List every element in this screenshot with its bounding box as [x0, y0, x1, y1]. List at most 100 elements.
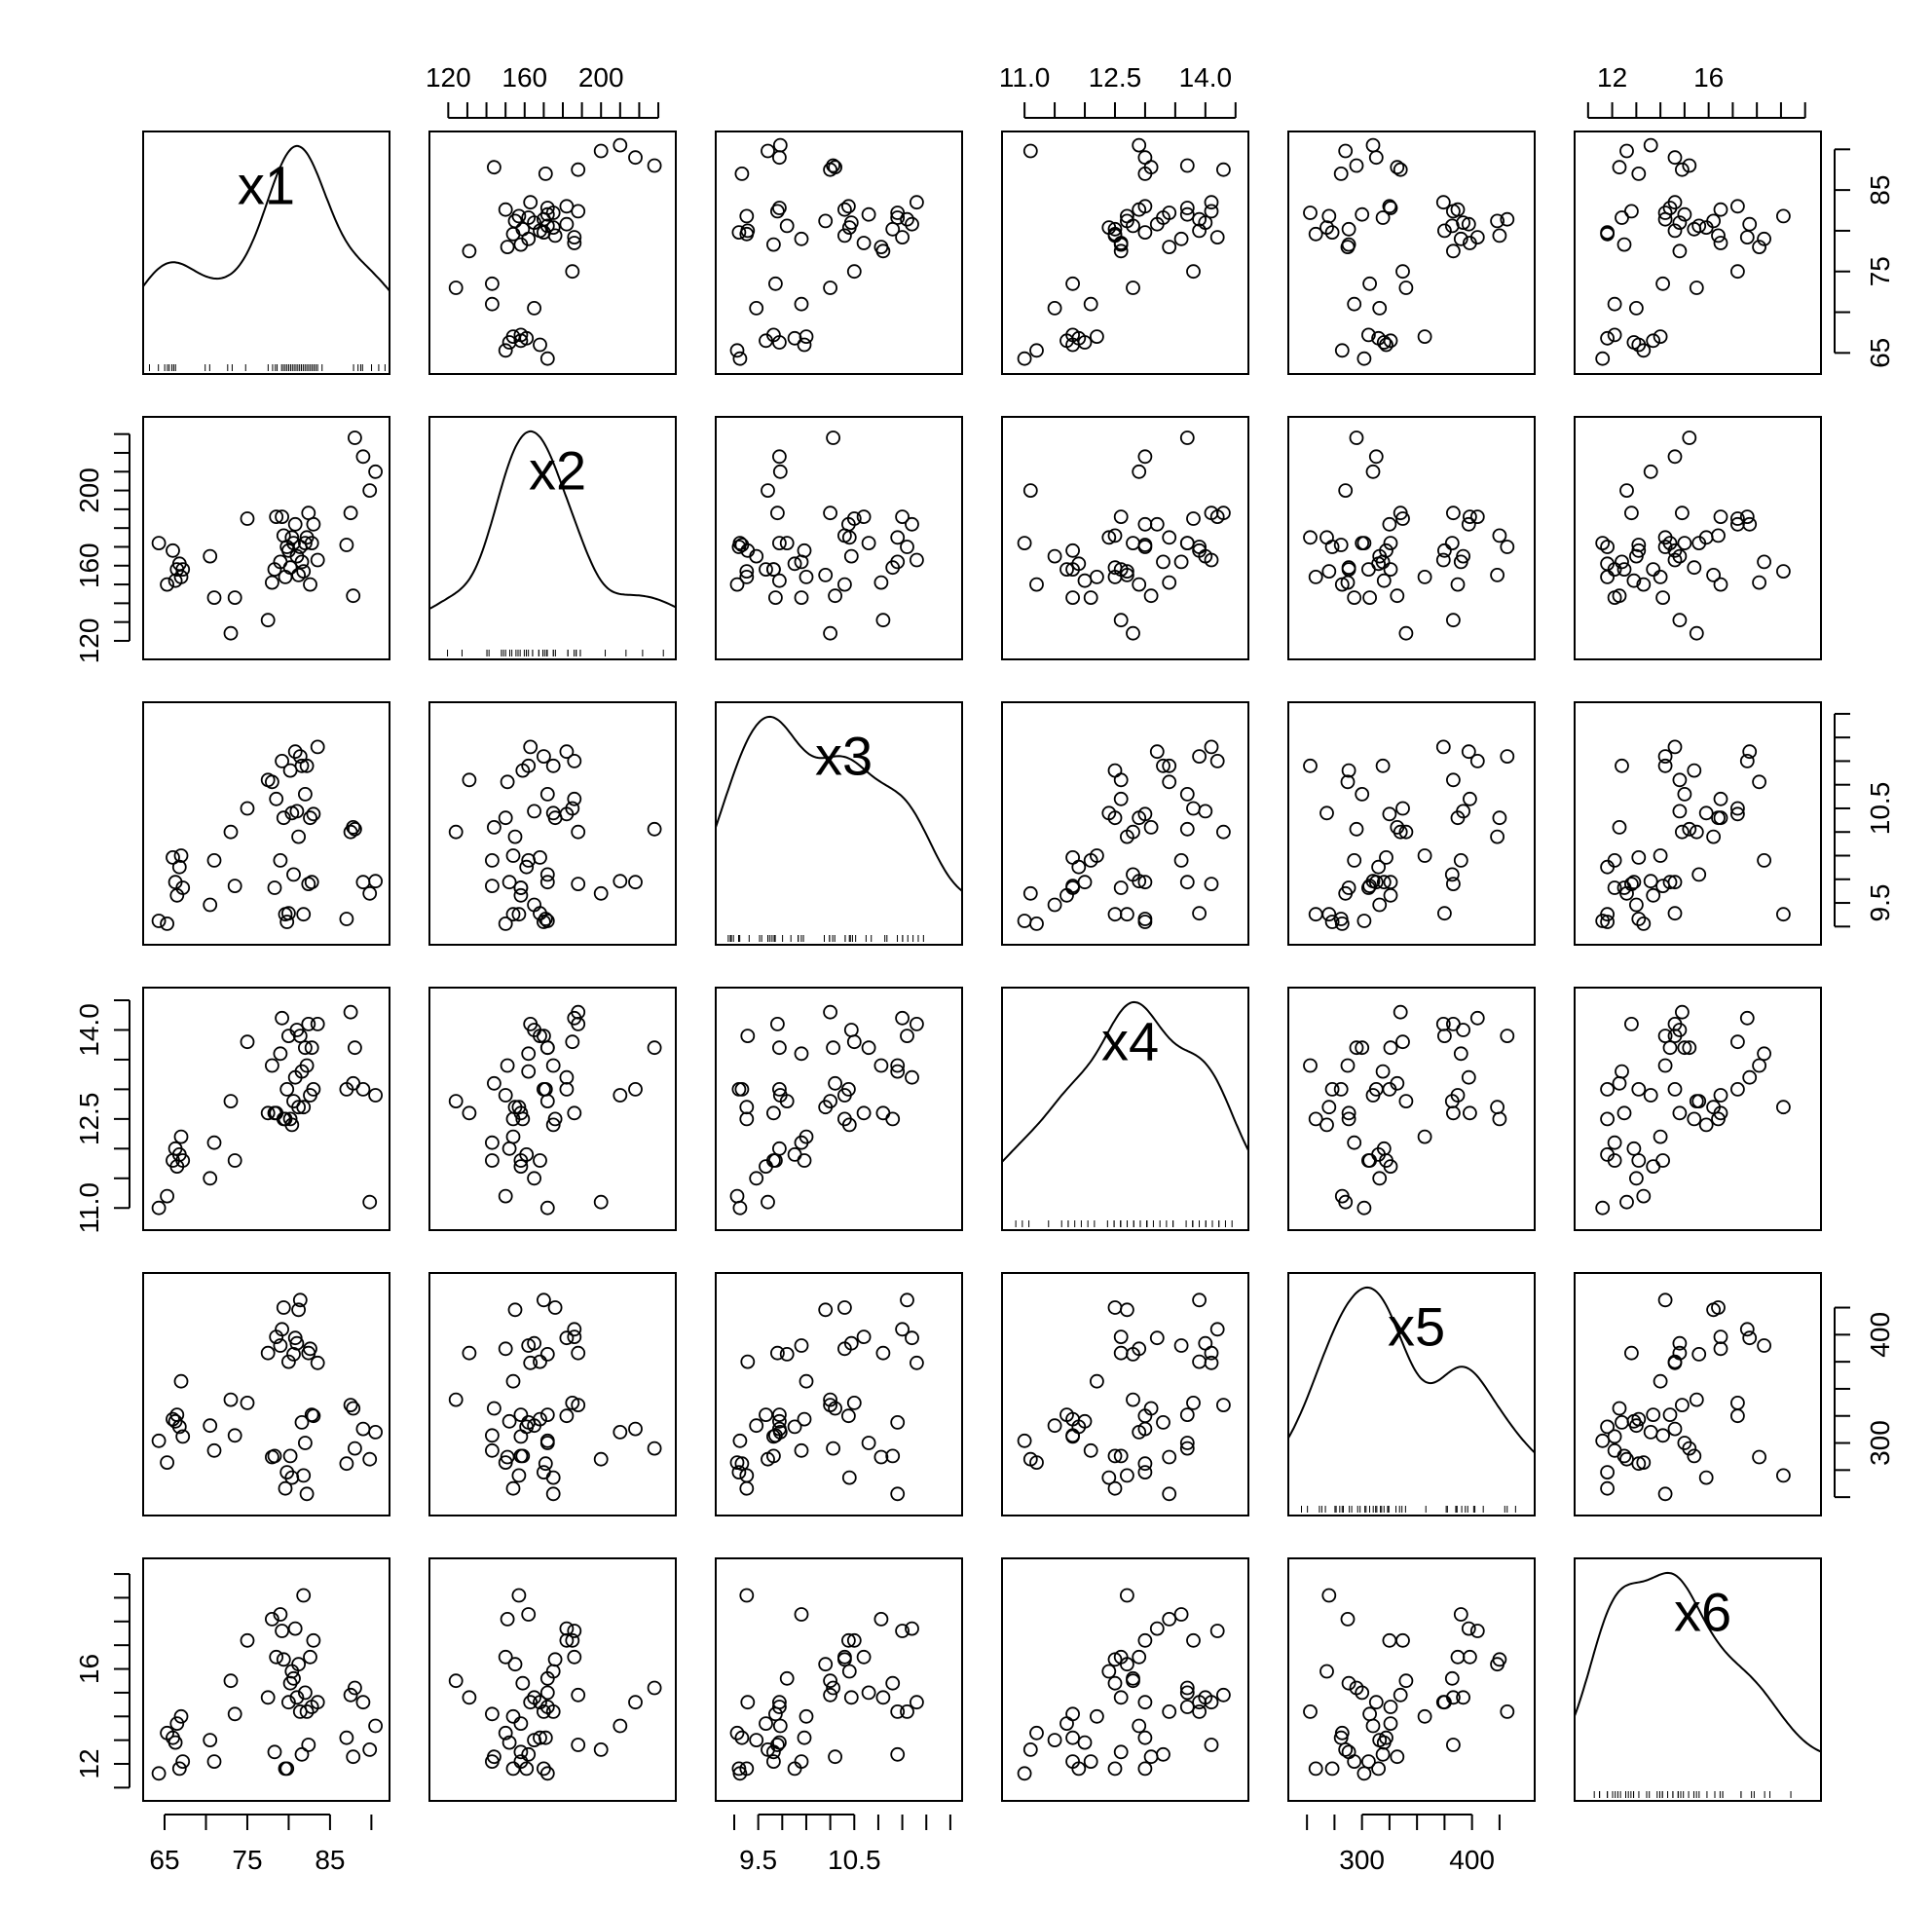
point: [1137, 1465, 1153, 1479]
point: [1739, 1322, 1755, 1337]
point: [772, 1082, 787, 1097]
point: [1120, 1302, 1134, 1318]
point: [749, 1171, 764, 1186]
point: [292, 1292, 308, 1308]
point: [484, 853, 500, 868]
point: [537, 1292, 551, 1308]
point: [297, 1040, 313, 1056]
density-curve-x1: [142, 144, 390, 292]
point: [761, 143, 775, 159]
point: [890, 1064, 906, 1079]
point: [826, 1040, 840, 1056]
point: [539, 1200, 555, 1216]
point: [299, 1058, 315, 1073]
panel-frame: [715, 416, 963, 660]
point: [203, 1418, 218, 1434]
point: [1742, 1069, 1758, 1085]
point: [1463, 1105, 1477, 1121]
point: [1612, 1401, 1627, 1416]
panel-x6-x6: x6: [1574, 1557, 1822, 1802]
point: [828, 1075, 842, 1091]
point: [1383, 536, 1398, 550]
point: [1132, 464, 1147, 479]
point: [1757, 1338, 1771, 1353]
point: [567, 1624, 582, 1638]
point: [1500, 749, 1515, 764]
point: [1382, 199, 1397, 214]
point: [339, 1730, 354, 1745]
point: [498, 202, 513, 217]
top-axis-x4: 11.0 12.5 14.0: [999, 62, 1237, 119]
point: [173, 1708, 189, 1724]
point: [567, 791, 582, 806]
point: [1113, 613, 1129, 628]
point: [1612, 160, 1627, 175]
point: [346, 1749, 361, 1765]
point: [175, 562, 191, 577]
point: [613, 874, 628, 889]
point: [1492, 228, 1507, 243]
panel-frame: [1287, 1272, 1536, 1516]
point: [1398, 1094, 1414, 1108]
point: [1383, 1040, 1398, 1056]
point: [282, 1448, 298, 1464]
point: [299, 758, 315, 773]
point: [1132, 1649, 1147, 1665]
point: [175, 880, 191, 895]
point: [1368, 449, 1384, 465]
point: [264, 774, 279, 790]
panel-frame: [142, 987, 390, 1231]
point: [772, 449, 787, 465]
point: [1173, 1338, 1189, 1353]
point: [1383, 875, 1398, 890]
panel-frame: [428, 701, 677, 946]
point: [740, 1029, 756, 1043]
point: [1022, 1742, 1038, 1757]
point: [1308, 1111, 1323, 1127]
point: [1461, 216, 1476, 232]
point: [905, 216, 919, 232]
point: [837, 577, 852, 592]
point: [1643, 874, 1658, 889]
point: [1662, 1407, 1678, 1422]
panel-x2-x3: [715, 416, 963, 660]
point: [818, 1657, 834, 1672]
point: [533, 1354, 547, 1369]
point: [1341, 237, 1356, 252]
point: [856, 1649, 872, 1665]
point: [462, 772, 477, 788]
point: [539, 1766, 555, 1781]
point: [1126, 1670, 1140, 1686]
point: [895, 1010, 910, 1026]
panel-frame: [142, 416, 390, 660]
point: [301, 1017, 316, 1031]
point: [823, 281, 837, 295]
point: [448, 1392, 464, 1407]
point: [1450, 810, 1466, 826]
point: [1600, 1480, 1615, 1496]
panel-x1-x6: [1574, 131, 1822, 375]
point: [1338, 143, 1354, 159]
panel-frame: [1001, 131, 1249, 375]
left-axis-x6: 12 16: [74, 1573, 130, 1789]
panel-x3-x5: [1287, 701, 1536, 946]
panel-x3-x3: x3: [715, 701, 963, 946]
point: [240, 511, 255, 526]
point: [303, 577, 317, 592]
point: [1435, 552, 1451, 568]
point: [731, 225, 747, 241]
point: [206, 1442, 222, 1458]
point: [794, 554, 809, 570]
panel-x3-x6: [1574, 701, 1822, 946]
point: [593, 143, 609, 159]
point: [739, 208, 755, 224]
point: [1186, 264, 1201, 280]
point: [1446, 877, 1461, 891]
panel-x4-x5: [1287, 987, 1536, 1231]
point: [294, 554, 310, 570]
point: [1365, 137, 1381, 153]
point: [1672, 1105, 1688, 1121]
point: [828, 160, 842, 175]
point: [1643, 137, 1658, 153]
point: [1083, 590, 1098, 605]
